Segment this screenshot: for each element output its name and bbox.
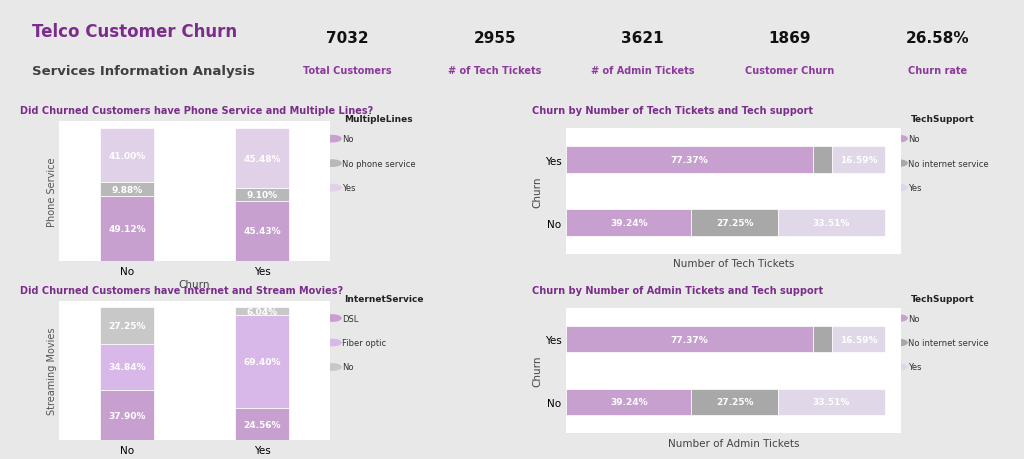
Text: MultipleLines: MultipleLines: [344, 115, 413, 124]
Text: No internet service: No internet service: [908, 338, 989, 347]
Text: Yes: Yes: [342, 184, 355, 193]
Text: Churn by Number of Admin Tickets and Tech support: Churn by Number of Admin Tickets and Tec…: [532, 285, 823, 295]
Text: No: No: [342, 135, 353, 144]
Circle shape: [890, 340, 907, 346]
Circle shape: [890, 161, 907, 167]
Circle shape: [324, 364, 341, 370]
Text: No: No: [908, 135, 920, 144]
Circle shape: [890, 364, 907, 370]
Text: 3621: 3621: [622, 31, 664, 45]
Text: Total Customers: Total Customers: [303, 66, 392, 76]
Text: Churn rate: Churn rate: [908, 66, 967, 76]
Circle shape: [324, 340, 341, 346]
Text: 1869: 1869: [769, 31, 811, 45]
Text: # of Admin Tickets: # of Admin Tickets: [591, 66, 694, 76]
Text: Fiber optic: Fiber optic: [342, 338, 386, 347]
Text: InternetService: InternetService: [344, 294, 424, 303]
Text: 26.58%: 26.58%: [905, 31, 970, 45]
Circle shape: [890, 315, 907, 321]
Circle shape: [324, 136, 341, 142]
Text: Churn by Number of Tech Tickets and Tech support: Churn by Number of Tech Tickets and Tech…: [532, 106, 813, 116]
Text: DSL: DSL: [342, 314, 358, 323]
Text: No: No: [908, 314, 920, 323]
Text: Customer Churn: Customer Churn: [745, 66, 835, 76]
Text: Yes: Yes: [908, 363, 922, 372]
Circle shape: [324, 161, 341, 167]
Circle shape: [324, 185, 341, 191]
Text: No phone service: No phone service: [342, 159, 416, 168]
Text: 7032: 7032: [327, 31, 369, 45]
Text: Did Churned Customers have Phone Service and Multiple Lines?: Did Churned Customers have Phone Service…: [20, 106, 374, 116]
Text: No: No: [342, 363, 353, 372]
Circle shape: [890, 136, 907, 142]
Text: Services Information Analysis: Services Information Analysis: [32, 65, 255, 78]
Text: TechSupport: TechSupport: [910, 294, 974, 303]
Circle shape: [324, 315, 341, 321]
Text: # of Tech Tickets: # of Tech Tickets: [449, 66, 542, 76]
Text: TechSupport: TechSupport: [910, 115, 974, 124]
Circle shape: [890, 185, 907, 191]
Text: 2955: 2955: [474, 31, 516, 45]
Text: No internet service: No internet service: [908, 159, 989, 168]
Text: Telco Customer Churn: Telco Customer Churn: [32, 23, 237, 41]
Text: Yes: Yes: [908, 184, 922, 193]
Text: Did Churned Customers have Internet and Stream Movies?: Did Churned Customers have Internet and …: [20, 285, 343, 295]
